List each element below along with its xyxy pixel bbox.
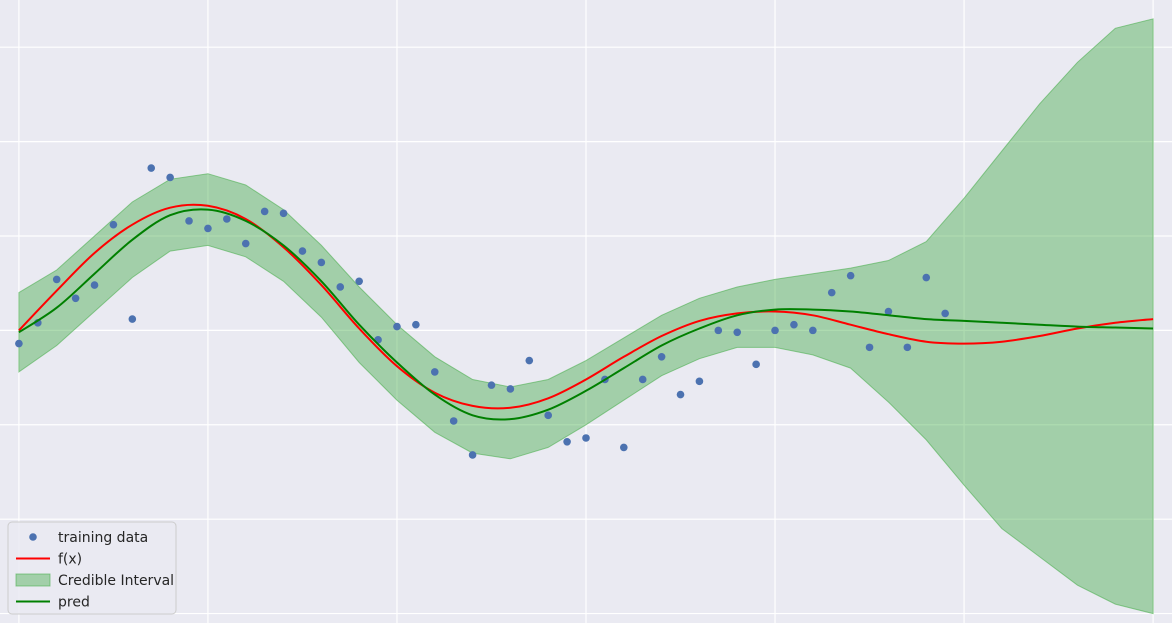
training-data-point — [506, 385, 515, 393]
training-data-point — [790, 320, 798, 329]
training-data-point — [90, 281, 99, 289]
training-data-point — [941, 309, 949, 318]
training-data-point — [52, 275, 61, 284]
legend: training data f(x) Credible Interval pred — [7, 521, 177, 615]
legend-item: f(x) — [16, 552, 82, 568]
training-data-point — [128, 315, 137, 323]
legend-label: Credible Interval — [58, 573, 174, 589]
training-data-point — [260, 207, 269, 216]
training-data-point — [336, 283, 345, 291]
legend-label: pred — [58, 595, 90, 611]
training-data-point — [733, 328, 742, 337]
training-data-point — [185, 217, 193, 225]
training-data-point — [109, 220, 118, 229]
training-data-point — [638, 375, 647, 384]
credible-interval-band — [18, 18, 1154, 615]
training-data-point — [449, 417, 458, 425]
legend-patch — [15, 573, 51, 587]
training-data-point — [525, 356, 534, 365]
training-data-point — [884, 307, 893, 316]
legend-box — [7, 521, 177, 615]
pred-line-layer — [18, 208, 1154, 421]
training-data-point — [657, 353, 666, 361]
training-data-point — [412, 320, 420, 329]
training-data-point — [71, 294, 80, 303]
legend-label: training data — [58, 530, 148, 546]
legend-item: pred — [16, 595, 90, 611]
training-data-point — [147, 164, 156, 172]
training-data-point — [430, 368, 439, 376]
training-data-point — [752, 360, 760, 369]
training-data-point — [241, 239, 250, 248]
training-data-point — [771, 326, 779, 335]
fx-line — [18, 203, 1154, 410]
training-data-point — [865, 343, 874, 352]
training-data-point — [922, 273, 931, 282]
training-data-point — [298, 247, 307, 255]
training-data-layer — [15, 164, 949, 459]
training-data-point — [204, 224, 212, 233]
training-data-point — [317, 258, 326, 267]
training-data-point — [544, 411, 552, 420]
legend-label: f(x) — [58, 552, 82, 568]
training-data-point — [695, 377, 704, 386]
training-data-point — [903, 343, 912, 352]
legend-marker — [29, 533, 37, 541]
fx-line-layer — [18, 203, 1154, 410]
training-data-point — [809, 326, 817, 335]
pred-line — [18, 208, 1154, 421]
training-data-point — [468, 451, 477, 459]
training-data-point — [714, 326, 723, 335]
training-data-point — [223, 215, 231, 223]
training-data-point — [487, 381, 496, 389]
training-data-point — [355, 277, 363, 286]
training-data-point — [846, 271, 855, 280]
training-data-point — [166, 173, 174, 182]
training-data-point — [676, 390, 685, 399]
legend-item: training data — [29, 530, 148, 546]
training-data-point — [15, 339, 23, 348]
legend-item: Credible Interval — [15, 573, 174, 589]
training-data-point — [279, 209, 288, 218]
training-data-point — [563, 437, 571, 446]
training-data-point — [620, 443, 628, 452]
training-data-point — [582, 434, 590, 442]
credible-interval-layer — [18, 18, 1154, 615]
training-data-point — [393, 322, 401, 331]
training-data-point — [827, 288, 836, 297]
